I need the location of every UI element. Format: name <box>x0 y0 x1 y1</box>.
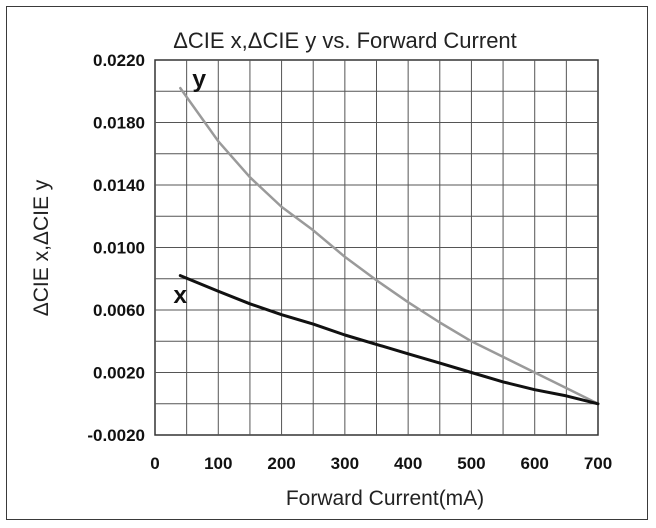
x-tick-label: 0 <box>150 454 159 473</box>
series-label-x: x <box>173 284 187 311</box>
y-tick-label: 0.0180 <box>93 114 145 133</box>
y-tick-label: 0.0140 <box>93 176 145 195</box>
y-tick-label: 0.0220 <box>93 51 145 70</box>
tick-labels: 0 100 200 300 400 500 600 700 0.0220 0.0180 0.0140… <box>87 51 612 473</box>
x-tick-label: 700 <box>584 454 612 473</box>
x-tick-label: 200 <box>267 454 295 473</box>
x-tick-label: 300 <box>331 454 359 473</box>
x-tick-label: 600 <box>521 454 549 473</box>
x-axis-title: Forward Current(mA) <box>286 487 484 510</box>
x-tick-label: 100 <box>204 454 232 473</box>
grid <box>154 59 599 436</box>
x-tick-label: 500 <box>457 454 485 473</box>
series-line-x <box>178 274 600 406</box>
y-tick-label: 0.0100 <box>93 239 145 258</box>
y-tick-label: 0.0020 <box>93 364 145 383</box>
y-tick-label: -0.0020 <box>87 426 145 445</box>
chart-title: ΔCIE x,ΔCIE y vs. Forward Current <box>173 28 517 53</box>
series-label-y: y <box>192 68 206 95</box>
y-axis-title: ΔCIE x,ΔCIE y <box>30 179 53 316</box>
series-lines <box>178 86 600 406</box>
series-line-y <box>179 86 600 406</box>
x-tick-label: 400 <box>394 454 422 473</box>
y-tick-label: 0.0060 <box>93 301 145 320</box>
